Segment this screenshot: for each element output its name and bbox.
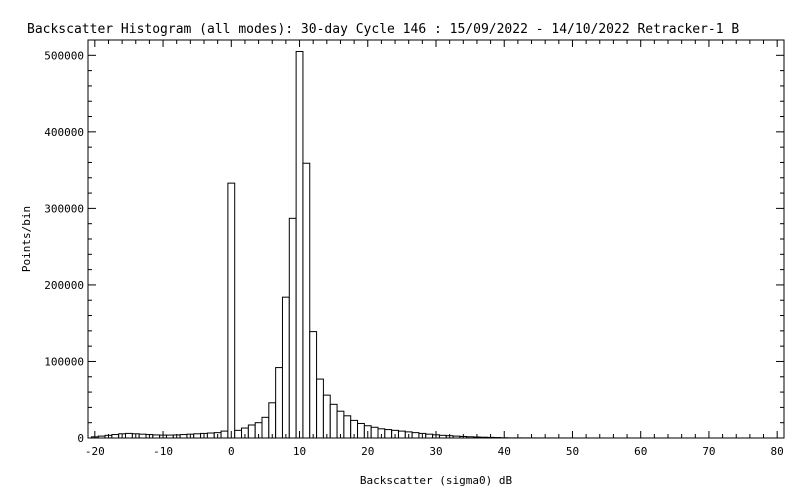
y-tick-label: 500000 (44, 49, 84, 62)
x-axis: -20 -10 0 10 20 30 40 50 60 70 80 (85, 40, 784, 458)
y-tick-label: 0 (77, 432, 84, 445)
histogram-bar (152, 434, 161, 439)
histogram-bar (466, 436, 475, 439)
histogram-bars (90, 50, 782, 439)
histogram-bar (411, 432, 420, 439)
histogram-bar (261, 416, 270, 439)
histogram-bar (275, 367, 283, 439)
y-tick-label: 300000 (44, 202, 84, 215)
histogram-bar (316, 378, 324, 439)
x-tick-label: 50 (566, 445, 579, 458)
histogram-bar (220, 430, 229, 439)
y-tick-label: 400000 (44, 126, 84, 139)
y-axis-label: Points/bin (20, 206, 33, 272)
histogram-bar (343, 415, 352, 439)
histogram-bar (125, 432, 133, 439)
histogram-bar (336, 410, 345, 439)
y-tick-label: 200000 (44, 279, 84, 292)
x-tick-label: 20 (361, 445, 374, 458)
histogram-bar (295, 50, 304, 439)
x-tick-label: -10 (153, 445, 173, 458)
histogram-bar (479, 436, 488, 439)
histogram-bar (165, 434, 174, 439)
plot-frame (87, 39, 785, 439)
histogram-bar (288, 217, 297, 439)
histogram-bar (193, 433, 202, 439)
histogram-bar (452, 435, 461, 439)
x-tick-label: 30 (429, 445, 442, 458)
histogram-bar (384, 429, 393, 439)
histogram-bar (322, 394, 331, 439)
chart-title: Backscatter Histogram (all modes): 30-da… (27, 22, 739, 37)
x-tick-label: 40 (498, 445, 511, 458)
histogram-bar (329, 403, 338, 439)
x-tick-label: 80 (771, 445, 784, 458)
y-axis: 0 100000 200000 300000 400000 500000 (44, 39, 784, 445)
y-tick-label: 100000 (44, 355, 84, 368)
histogram-bar (111, 434, 120, 439)
histogram-bar (97, 435, 106, 439)
histogram-bar (302, 162, 311, 439)
x-axis-label: Backscatter (sigma0) dB (360, 474, 513, 487)
histogram-bar (309, 331, 318, 439)
histogram-bar (438, 434, 447, 439)
histogram-bar (234, 429, 243, 439)
x-tick-label: 0 (228, 445, 235, 458)
x-tick-label: 10 (293, 445, 306, 458)
x-tick-label: 70 (702, 445, 715, 458)
histogram-bar (357, 422, 365, 439)
histogram-bar (247, 424, 256, 439)
histogram-bar (227, 182, 236, 439)
x-tick-label: 60 (634, 445, 647, 458)
histogram-bar (179, 434, 188, 439)
histogram-bar (206, 432, 215, 439)
histogram-bar (268, 402, 277, 439)
histogram-bar (370, 426, 379, 439)
histogram-bar (138, 433, 147, 439)
histogram-bar (425, 433, 434, 439)
x-tick-label: -20 (85, 445, 105, 458)
histogram-bar (397, 430, 406, 439)
histogram-bar (281, 296, 290, 439)
